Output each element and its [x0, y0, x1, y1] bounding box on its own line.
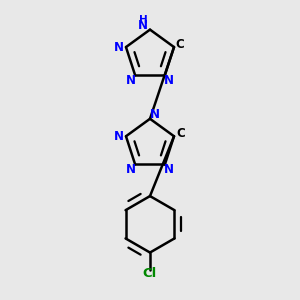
Text: N: N — [150, 108, 160, 121]
Text: H: H — [139, 15, 148, 25]
Text: Cl: Cl — [143, 267, 157, 280]
Text: C: C — [176, 38, 184, 51]
Text: C: C — [176, 127, 185, 140]
Text: N: N — [113, 40, 124, 54]
Text: N: N — [126, 74, 136, 87]
Text: N: N — [126, 163, 136, 176]
Text: N: N — [113, 130, 124, 143]
Text: N: N — [164, 163, 174, 176]
Text: N: N — [138, 19, 148, 32]
Text: N: N — [164, 74, 174, 87]
